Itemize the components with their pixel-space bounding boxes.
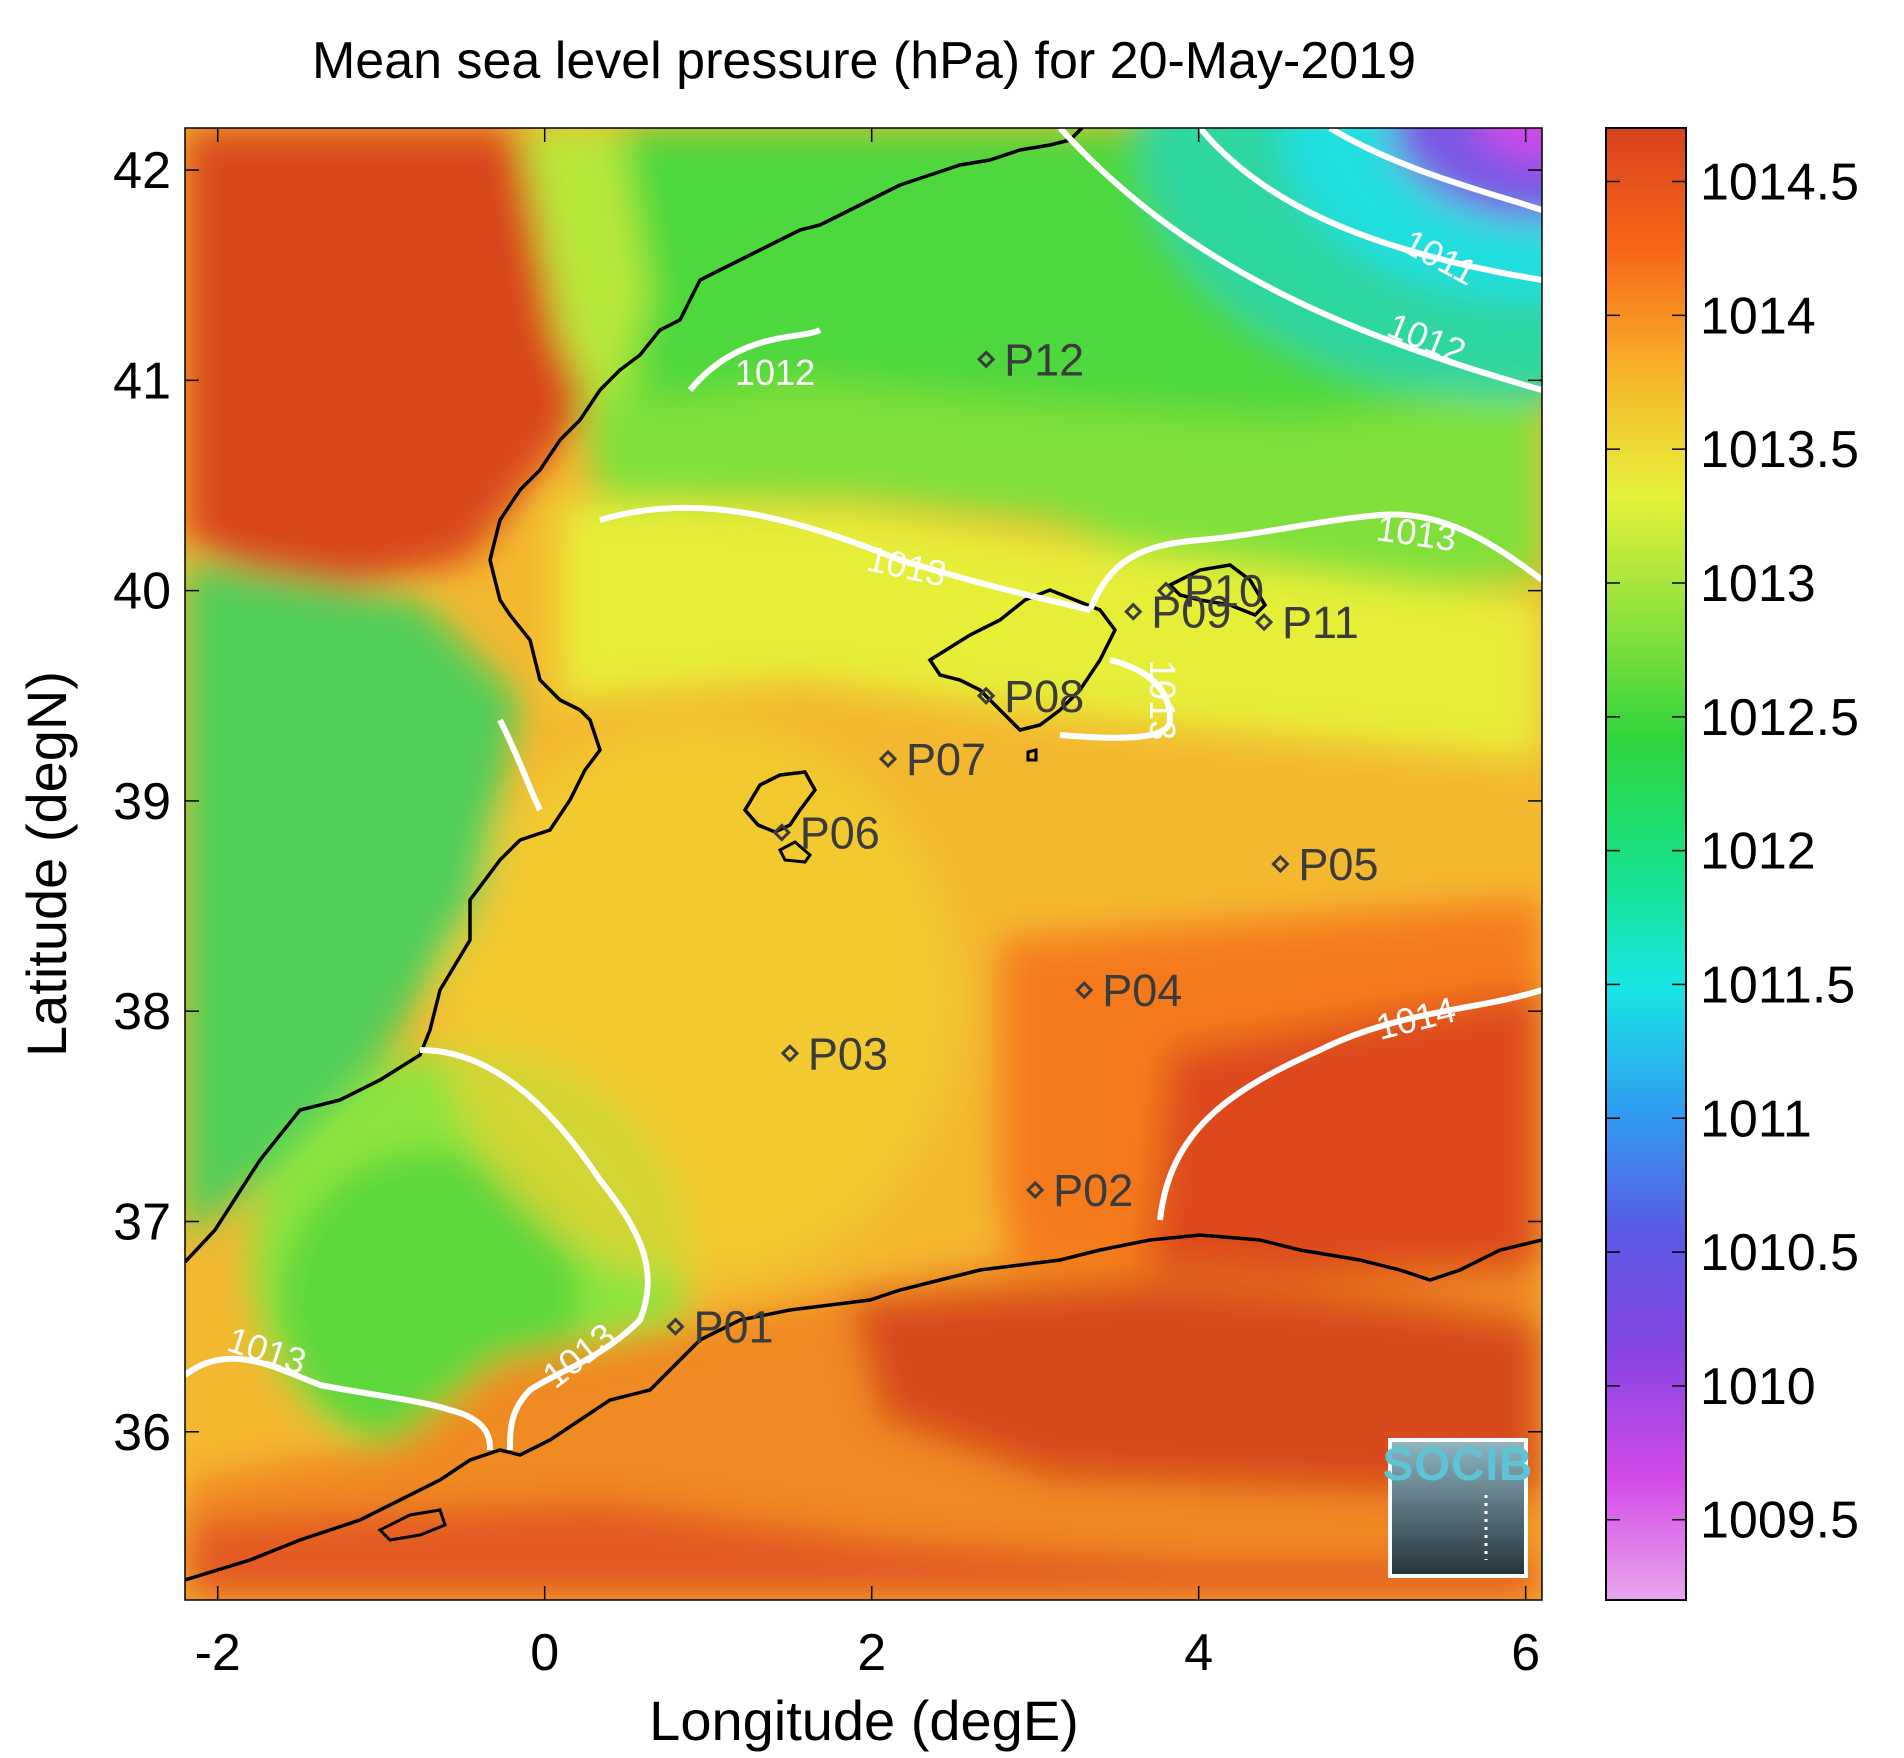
station-label: P10 (1184, 566, 1264, 617)
station-label: P02 (1053, 1165, 1133, 1216)
station-marker (1124, 602, 1143, 621)
colorbar-tick-label: 1011 (1700, 1090, 1812, 1148)
station-marker (780, 1044, 800, 1063)
station-marker (878, 749, 898, 768)
colorbar-tick-label: 1010 (1700, 1358, 1816, 1416)
colorbar-ticks: 1009.5 1010 1010.5 1011 1011.5 1012 1012.5 1013… (1606, 154, 1859, 1550)
y-axis-ticks: 36 37 38 39 40 41 42 (113, 142, 1542, 1462)
station-label: P12 (1004, 334, 1084, 385)
station-label: P03 (808, 1028, 888, 1079)
colorbar-tick-label: 1013 (1700, 555, 1816, 613)
colorbar-tick-label: 1013.5 (1700, 421, 1859, 479)
colorbar-tick-label: 1014.5 (1700, 154, 1859, 212)
y-tick-label: 37 (113, 1193, 171, 1251)
socib-logo: SOCIB (1383, 1438, 1534, 1578)
station-label: P07 (906, 734, 986, 785)
x-axis-label: Longitude (degE) (649, 1689, 1079, 1752)
colorbar-tick-label: 1012.5 (1700, 689, 1859, 747)
station-label: P04 (1102, 965, 1182, 1016)
y-tick-label: 36 (113, 1404, 171, 1462)
colorbar-gradient (1605, 127, 1687, 1601)
x-tick-label: 2 (857, 1624, 886, 1682)
station-label: P06 (800, 807, 880, 858)
x-tick-label: 6 (1511, 1624, 1540, 1682)
y-tick-label: 42 (113, 142, 171, 200)
station-marker (666, 1317, 685, 1336)
colorbar-tick-label: 1009.5 (1700, 1492, 1859, 1550)
colorbar-tick-label: 1012 (1700, 823, 1816, 881)
x-tick-label: 4 (1184, 1624, 1213, 1682)
y-axis-label: Latitude (degN) (15, 671, 78, 1057)
station-marker (976, 686, 996, 705)
x-axis-ticks: -2 0 2 4 6 (195, 128, 1540, 1682)
station-marker (772, 823, 791, 842)
y-tick-label: 39 (113, 773, 171, 831)
station-marker (976, 350, 996, 369)
y-tick-label: 41 (113, 352, 171, 410)
station-label: P01 (693, 1302, 773, 1353)
station-label: P05 (1298, 839, 1378, 890)
pressure-field: 1011 1012 1012 1013 1013 1013 1013 1013 … (185, 128, 1542, 1600)
plot-frame (184, 127, 1543, 1601)
colorbar-tick-label: 1011.5 (1700, 956, 1855, 1014)
station-marker (1271, 854, 1290, 874)
colorbar: 1009.5 1010 1010.5 1011 1011.5 1012 1012.5 1013… (1605, 127, 1859, 1601)
colorbar-tick-label: 1014 (1700, 287, 1816, 345)
y-tick-label: 40 (113, 563, 171, 621)
y-tick-label: 38 (113, 983, 171, 1041)
colorbar-tick-label: 1010.5 (1700, 1224, 1859, 1282)
station-marker (1026, 1180, 1045, 1200)
chart-title: Mean sea level pressure (hPa) for 20-May… (312, 32, 1416, 90)
x-tick-label: 0 (530, 1624, 559, 1682)
contour-label: 1013 (1142, 660, 1183, 740)
station-marker (1156, 581, 1176, 600)
station-marker (1075, 981, 1094, 1000)
logo-text: SOCIB (1383, 1438, 1534, 1490)
contour-label: 1012 (735, 352, 815, 393)
station-label: P08 (1004, 671, 1084, 722)
station-label: P11 (1282, 597, 1359, 648)
station-marker (1254, 613, 1274, 632)
x-tick-label: -2 (195, 1624, 241, 1682)
